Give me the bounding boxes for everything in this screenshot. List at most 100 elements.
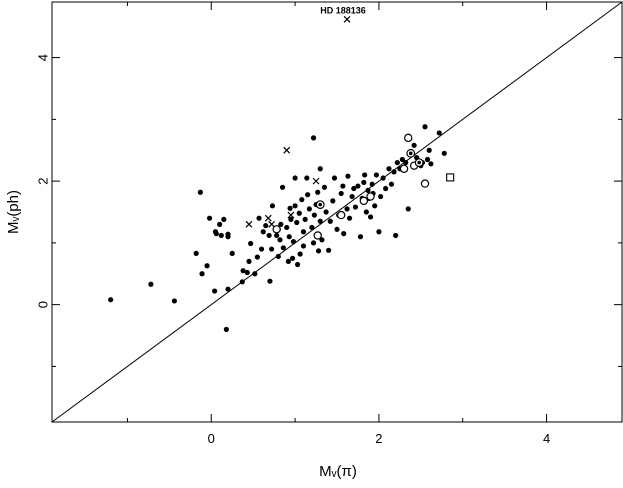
- data-point: [315, 248, 322, 254]
- data-point: [349, 193, 355, 200]
- data-point: [217, 221, 223, 227]
- data-point: [239, 279, 245, 285]
- data-point-center: [408, 151, 413, 156]
- data-point: [426, 147, 432, 153]
- data-point: [108, 297, 114, 303]
- x-tick-label: 0: [208, 431, 215, 446]
- data-point: [315, 189, 321, 195]
- data-point: [405, 206, 411, 212]
- data-point: [277, 237, 283, 243]
- data-point: [424, 156, 431, 163]
- data-point: [369, 181, 375, 187]
- data-point: [340, 183, 346, 189]
- data-point: [258, 246, 265, 252]
- data-point: [399, 164, 409, 173]
- data-point: [278, 221, 284, 227]
- axis-ticks: [52, 2, 622, 422]
- data-point-center: [417, 160, 421, 165]
- data-point: [428, 161, 434, 167]
- data-point: [317, 166, 323, 172]
- data-point: [310, 135, 317, 141]
- data-point: [285, 258, 291, 265]
- x-tick-label: 2: [375, 431, 382, 446]
- data-point: [306, 206, 312, 212]
- data-point: [380, 175, 386, 181]
- data-point: [274, 232, 280, 239]
- data-point: [313, 231, 322, 240]
- data-point: [292, 175, 298, 181]
- data-point: [171, 298, 177, 304]
- y-tick-label: 2: [35, 178, 50, 185]
- data-point: [229, 250, 235, 256]
- data-point: [295, 261, 301, 268]
- data-point: [352, 204, 359, 210]
- data-point: [225, 286, 231, 292]
- data-point: [365, 187, 371, 193]
- annotation-label: HD 188136: [320, 5, 366, 15]
- data-point: [446, 173, 455, 182]
- data-point: [252, 271, 258, 277]
- reference-line: [51, 1, 623, 423]
- data-point: [287, 211, 295, 219]
- data-point: [286, 234, 292, 240]
- data-point: [403, 159, 409, 166]
- data-point: [279, 184, 286, 190]
- data-point: [363, 209, 369, 215]
- data-point: [338, 190, 344, 197]
- data-point: [345, 173, 351, 179]
- data-point: [256, 215, 262, 221]
- data-point: [212, 288, 218, 294]
- data-point: [264, 214, 272, 222]
- data-point: [148, 281, 154, 287]
- x-tick-label: 4: [543, 431, 550, 446]
- data-point: [288, 216, 294, 223]
- data-point: [411, 142, 417, 148]
- data-point: [357, 234, 364, 240]
- data-point: [221, 216, 227, 223]
- data-point: [386, 166, 392, 172]
- data-point: [422, 124, 428, 130]
- data-point: [199, 271, 205, 277]
- data-point: [266, 232, 272, 239]
- data-point: [260, 229, 266, 235]
- data-point: [312, 177, 320, 185]
- data-point: [311, 212, 317, 218]
- y-tick-label: 4: [35, 54, 50, 61]
- data-point: [213, 231, 219, 237]
- data-point: [336, 210, 346, 220]
- data-point: [299, 197, 305, 203]
- data-point: [326, 247, 332, 253]
- data-point: [399, 156, 405, 163]
- data-point: [351, 185, 357, 192]
- data-point: [302, 216, 308, 223]
- data-point: [289, 255, 296, 261]
- data-point: [366, 192, 375, 201]
- data-point: [294, 219, 300, 226]
- data-point: [267, 278, 273, 284]
- plot-frame: [51, 1, 623, 423]
- data-point: [327, 218, 333, 224]
- data-point: [362, 172, 368, 178]
- data-points: [108, 15, 455, 332]
- data-point-center: [318, 202, 323, 207]
- data-point: [197, 189, 203, 195]
- data-point: [272, 225, 281, 234]
- x-axis-label: Mᵥ(π): [319, 463, 357, 480]
- data-point: [361, 179, 367, 185]
- data-point: [225, 231, 231, 237]
- data-point: [304, 175, 310, 181]
- data-point: [206, 215, 213, 221]
- y-tick-label: 0: [35, 301, 50, 308]
- data-point: [246, 258, 252, 265]
- data-point: [268, 220, 276, 228]
- data-point: [297, 251, 303, 257]
- data-point: [388, 181, 395, 187]
- data-point: [254, 254, 260, 260]
- data-point: [280, 245, 286, 251]
- data-point: [373, 172, 379, 178]
- data-point: [300, 243, 307, 249]
- data-point: [193, 250, 199, 256]
- data-point: [317, 218, 323, 224]
- data-point: [244, 269, 250, 276]
